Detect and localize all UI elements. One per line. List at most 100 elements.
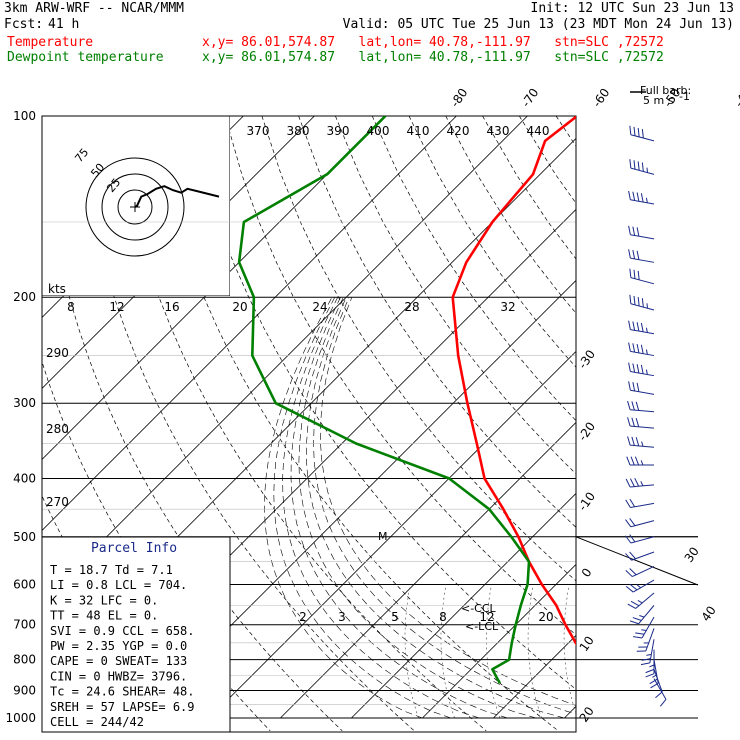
- wind-barb-flag: [645, 668, 655, 674]
- wind-barb-flag: [625, 478, 631, 488]
- wind-barb-flag: [629, 498, 636, 508]
- wind-barb-flag: [629, 125, 632, 135]
- isotherm-line: [138, 279, 576, 719]
- hodograph-speed-label: 20: [232, 300, 247, 314]
- wind-barb-half-flag: [645, 197, 648, 203]
- parcel-info-row: K = 32 LFC = 0.: [50, 593, 158, 607]
- theta-label: 390: [327, 124, 350, 138]
- wind-barb-flag: [649, 678, 658, 685]
- wind-barb-flag: [636, 192, 640, 202]
- wind-barb: [625, 534, 655, 544]
- wind-barb-flag: [627, 436, 631, 446]
- dry-adiabat: [261, 116, 576, 582]
- wind-barb-flag: [632, 363, 636, 373]
- wind-barb-flag: [631, 401, 635, 411]
- model-title: 3km ARW-WRF -- NCAR/MMM: [4, 1, 185, 16]
- pressure-label: 500: [13, 530, 36, 544]
- wind-barb: [640, 639, 655, 666]
- valid-time: Valid: 05 UTC Tue 25 Jun 13 (23 MDT Mon …: [342, 17, 734, 32]
- parcel-info-title: Parcel Info: [91, 541, 177, 556]
- wind-barb-half-flag: [646, 653, 652, 656]
- hodograph-speed-label: 8: [67, 300, 75, 314]
- dry-adiabat: [187, 116, 576, 690]
- wind-barb-staff: [630, 389, 655, 395]
- wind-barb: [625, 565, 655, 578]
- theta-left-label: 290: [46, 346, 69, 360]
- wind-barb: [628, 225, 655, 240]
- theta-label: 440: [527, 124, 550, 138]
- hodograph-speed-label: 24: [312, 300, 327, 314]
- wind-barb-flag: [635, 401, 640, 411]
- dewpoint-trace: [237, 116, 531, 684]
- wind-barb-flag: [628, 342, 631, 352]
- wind-barb: [628, 342, 655, 357]
- wind-barb-flag: [636, 322, 640, 332]
- wind-barb-half-flag: [637, 600, 643, 604]
- theta-label: 380: [287, 124, 310, 138]
- wind-barb-flag: [625, 535, 632, 544]
- wind-barb-flag: [628, 381, 631, 391]
- wind-barb-flag: [628, 320, 631, 330]
- wind-barb: [628, 320, 655, 335]
- wind-barb-flag: [631, 436, 635, 446]
- pressure-label: 700: [13, 618, 36, 632]
- wind-barb-half-flag: [641, 629, 647, 631]
- wind-barb-flag: [629, 294, 632, 304]
- wind-barb-staff: [630, 444, 655, 448]
- hodograph-speed-label: 12: [109, 300, 124, 314]
- wind-barb-flag: [625, 569, 633, 577]
- wind-barb-flag: [640, 364, 644, 374]
- wind-barb-flag: [633, 160, 636, 170]
- wind-barb-flag: [637, 161, 640, 171]
- dry-adiabat: [630, 116, 740, 731]
- wind-barb-flag: [627, 417, 631, 427]
- isotherm-line: [564, 705, 576, 719]
- wind-barb-staff: [630, 257, 655, 263]
- wind-barb-flag: [632, 382, 636, 392]
- moist-adiabat: [282, 297, 480, 719]
- wind-barb-flag: [631, 417, 635, 427]
- wind-barb-flag: [637, 127, 640, 137]
- lcl-marker-label: <-LCL: [465, 620, 499, 633]
- wind-barb-flag: [635, 632, 645, 635]
- wind-barb-flag: [632, 321, 636, 331]
- wind-barb: [653, 669, 663, 699]
- wind-barb-staff: [632, 565, 655, 578]
- wind-barb-flag: [627, 603, 636, 609]
- wind-barb-flag: [629, 568, 637, 576]
- isotherm-line: [42, 116, 457, 531]
- wind-barb: [629, 159, 655, 175]
- theta-left-label: 280: [46, 422, 69, 436]
- isotherm-label: 0: [579, 566, 595, 580]
- wind-barb-flag: [633, 295, 636, 305]
- wind-barb-flag: [630, 600, 640, 607]
- wind-barb-staff: [630, 371, 655, 377]
- wind-barb-flag: [632, 617, 642, 621]
- wind-barb: [628, 249, 655, 263]
- wind-barb-flag: [630, 456, 635, 466]
- wind-barb: [627, 400, 655, 413]
- isotherm-label: -70: [519, 86, 542, 110]
- wind-barb-flag: [655, 691, 663, 699]
- wind-barb-flag: [632, 191, 636, 201]
- dry-adiabat: [224, 116, 576, 636]
- plot-frame: [41, 115, 577, 733]
- wind-barb-half-flag: [646, 303, 649, 309]
- isotherm-label: -40: [732, 86, 740, 110]
- isotherm-label: 30: [682, 544, 702, 565]
- wind-barb: [625, 498, 655, 509]
- temperature-legend-label: Temperature: [7, 35, 94, 50]
- wind-barb-flag: [636, 227, 640, 237]
- isotherm-line: [209, 350, 576, 719]
- forecast-label: Fcst:: [4, 17, 44, 32]
- ccl-marker-label: <-CCL: [461, 602, 497, 615]
- theta-label: 420: [447, 124, 470, 138]
- wind-barb-staff: [630, 409, 655, 413]
- wind-barb-flag: [635, 418, 640, 427]
- wind-barb-staff: [630, 350, 655, 357]
- wind-barb-flag: [625, 553, 632, 561]
- isotherm-label: -10: [575, 489, 598, 513]
- isotherm-line: [42, 116, 528, 602]
- forecast-hour: 41 h: [48, 17, 80, 32]
- wind-barb: [629, 605, 655, 625]
